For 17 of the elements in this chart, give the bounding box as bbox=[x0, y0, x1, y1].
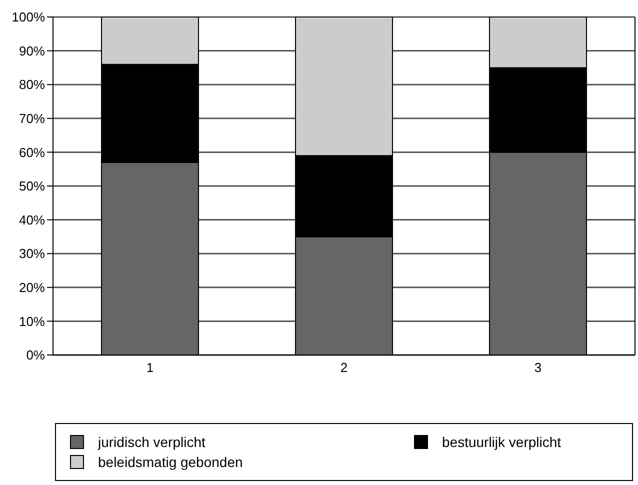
y-tick-label: 90% bbox=[18, 43, 46, 58]
y-tick-label: 80% bbox=[18, 77, 46, 92]
y-tick-label: 100% bbox=[12, 10, 46, 25]
y-tick-label: 50% bbox=[18, 178, 46, 194]
y-tick-label: 20% bbox=[18, 280, 46, 296]
x-tick-label: 1 bbox=[146, 360, 154, 376]
legend-label: bestuurlijk verplicht bbox=[442, 434, 562, 450]
y-tick-label: 30% bbox=[18, 246, 46, 262]
y-tick-label: 40% bbox=[18, 212, 46, 228]
y-tick-label: 60% bbox=[18, 144, 46, 160]
x-tick-label: 2 bbox=[340, 360, 348, 376]
legend-label: juridisch verplicht bbox=[98, 434, 206, 450]
x-tick-label: 3 bbox=[534, 360, 542, 376]
y-tick-label: 0% bbox=[26, 348, 46, 363]
y-tick-label: 10% bbox=[18, 314, 46, 329]
y-tick-label: 70% bbox=[18, 111, 46, 126]
legend-label: beleidsmatig gebonden bbox=[98, 454, 243, 470]
